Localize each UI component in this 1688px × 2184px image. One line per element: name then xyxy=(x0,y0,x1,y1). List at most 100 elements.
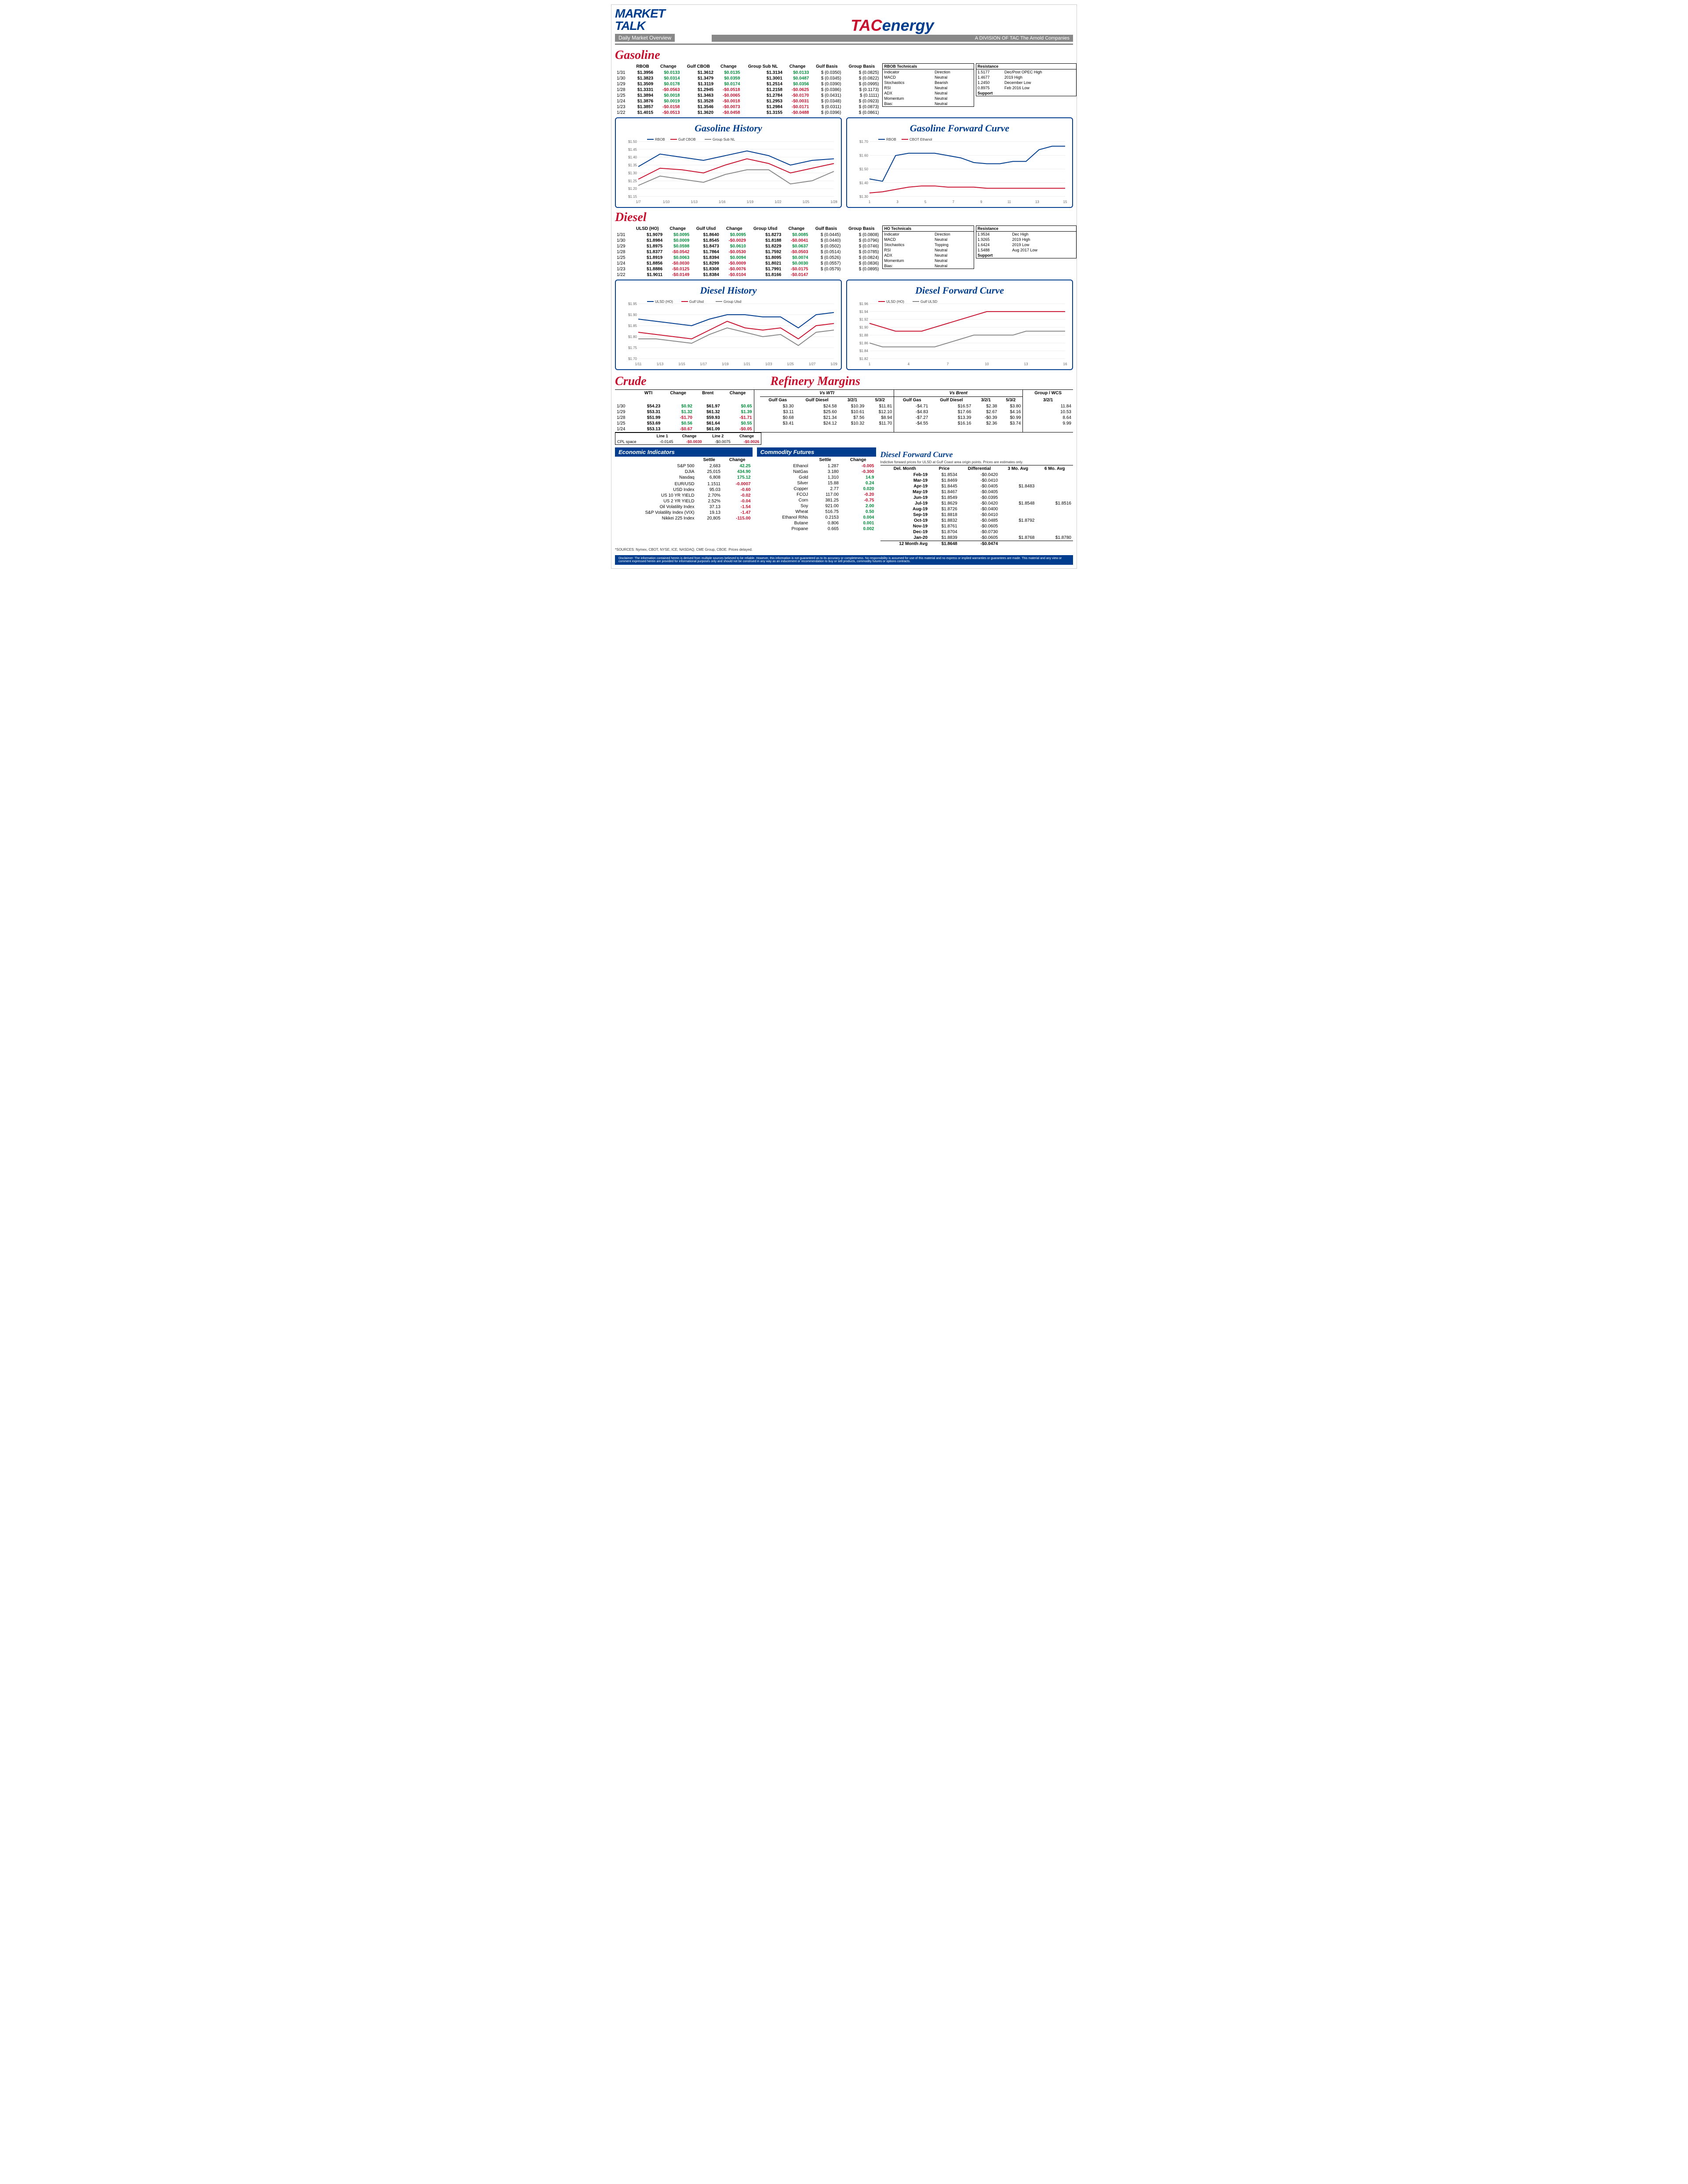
svg-text:$1.30: $1.30 xyxy=(628,171,637,175)
svg-text:$1.80: $1.80 xyxy=(628,335,637,339)
svg-text:$1.86: $1.86 xyxy=(859,341,869,345)
dfc-title: Diesel Forward Curve xyxy=(880,450,1073,459)
svg-text:$1.82: $1.82 xyxy=(859,357,869,361)
svg-text:1: 1 xyxy=(869,200,871,204)
svg-text:7: 7 xyxy=(952,200,954,204)
svg-text:Gulf Ulsd: Gulf Ulsd xyxy=(689,300,704,304)
gasoline-title: Gasoline xyxy=(615,48,1073,62)
crude-title: Crude xyxy=(615,374,761,389)
svg-text:1/17: 1/17 xyxy=(700,362,707,366)
gasoline-technicals: RBOB TechnicalsIndicatorDirectionMACDNeu… xyxy=(882,63,974,107)
svg-text:1/25: 1/25 xyxy=(803,200,810,204)
tac-text: TAC xyxy=(851,16,882,34)
econ-table: SettleChangeS&P 5002,68342.25DJIA25,0154… xyxy=(615,457,753,521)
diesel-forward-chart: Diesel Forward Curve $1.82 $1.84 $1.86 $1.8… xyxy=(846,280,1073,370)
svg-text:1/22: 1/22 xyxy=(775,200,782,204)
svg-text:$1.30: $1.30 xyxy=(859,195,869,199)
svg-text:1/21: 1/21 xyxy=(743,362,750,366)
svg-text:$1.70: $1.70 xyxy=(859,140,869,144)
svg-text:16: 16 xyxy=(1063,362,1067,366)
svg-text:1/13: 1/13 xyxy=(691,200,698,204)
svg-text:Gulf CBOB: Gulf CBOB xyxy=(678,138,696,142)
svg-text:$1.40: $1.40 xyxy=(859,181,869,185)
gasoline-history-title: Gasoline History xyxy=(618,123,839,134)
svg-text:$1.20: $1.20 xyxy=(628,187,637,191)
svg-text:$1.40: $1.40 xyxy=(628,156,637,160)
svg-text:$1.45: $1.45 xyxy=(628,148,637,152)
energy-text: energy xyxy=(882,16,934,34)
svg-text:$1.35: $1.35 xyxy=(628,163,637,167)
svg-text:Group Sub NL: Group Sub NL xyxy=(713,138,735,142)
svg-text:$1.90: $1.90 xyxy=(859,325,869,329)
svg-text:13: 13 xyxy=(1035,200,1039,204)
svg-text:$1.88: $1.88 xyxy=(859,333,869,337)
svg-text:$1.92: $1.92 xyxy=(859,318,869,322)
refinery-title: Refinery Margins xyxy=(770,374,1073,389)
svg-text:1/10: 1/10 xyxy=(663,200,670,204)
diesel-history-chart: Diesel History $1.70$1.75$1.80$1.85$1.90… xyxy=(615,280,842,370)
svg-text:RBOB: RBOB xyxy=(886,138,896,142)
logo-talk: TALK xyxy=(615,19,712,33)
svg-text:$1.25: $1.25 xyxy=(628,179,637,183)
diesel-forward-title: Diesel Forward Curve xyxy=(849,285,1070,296)
svg-text:9: 9 xyxy=(980,200,982,204)
svg-text:1: 1 xyxy=(869,362,871,366)
commodity-table: SettleChangeEthanol1.287-0.005NatGas3.18… xyxy=(757,457,876,532)
gasoline-forward-title: Gasoline Forward Curve xyxy=(849,123,1070,134)
svg-text:CBOT Ethanol: CBOT Ethanol xyxy=(909,138,932,142)
svg-text:$1.15: $1.15 xyxy=(628,195,637,199)
gasoline-history-chart: Gasoline History $1.15 $1.20 $1.25 $1.30 $1.… xyxy=(615,117,842,208)
svg-text:1/7: 1/7 xyxy=(636,200,641,204)
header: MARKET TALK Daily Market Overview TACene… xyxy=(615,8,1073,45)
tac-logo-block: TACenergy A DIVISION OF TAC The Arnold C… xyxy=(712,16,1073,42)
svg-text:1/16: 1/16 xyxy=(719,200,726,204)
svg-text:1/23: 1/23 xyxy=(765,362,772,366)
svg-text:1/27: 1/27 xyxy=(809,362,816,366)
diesel-resistance: Resistance1.9534Dec High1.92652019 High1… xyxy=(976,225,1077,258)
svg-text:1/19: 1/19 xyxy=(722,362,729,366)
diesel-title: Diesel xyxy=(615,211,1073,225)
svg-text:1/11: 1/11 xyxy=(635,362,642,366)
gasoline-forward-chart: Gasoline Forward Curve $1.30 $1.40 $1.50 $1… xyxy=(846,117,1073,208)
market-talk-logo: MARKET TALK Daily Market Overview xyxy=(615,8,712,42)
svg-text:1/25: 1/25 xyxy=(787,362,794,366)
svg-text:$1.75: $1.75 xyxy=(628,346,637,350)
svg-text:Group Ulsd: Group Ulsd xyxy=(724,300,741,304)
svg-text:13: 13 xyxy=(1024,362,1028,366)
diesel-table: ULSD (HO)ChangeGulf UlsdChangeGroup Ulsd… xyxy=(615,225,880,278)
svg-text:7: 7 xyxy=(947,362,949,366)
diesel-technicals: HO TechnicalsIndicatorDirectionMACDNeutr… xyxy=(882,225,974,269)
svg-text:$1.50: $1.50 xyxy=(859,167,869,171)
gasoline-table: RBOBChangeGulf CBOBChangeGroup Sub NLCha… xyxy=(615,63,880,116)
logo-subtitle: Daily Market Overview xyxy=(615,34,675,42)
svg-text:10: 10 xyxy=(985,362,989,366)
svg-text:RBOB: RBOB xyxy=(655,138,665,142)
dfc-note: Indictive forward prices for ULSD at Gul… xyxy=(880,460,1073,464)
svg-text:3: 3 xyxy=(896,200,899,204)
svg-text:$1.94: $1.94 xyxy=(859,310,869,314)
svg-text:$1.96: $1.96 xyxy=(859,302,869,306)
sources-note: *SOURCES: Nymex, CBOT, NYSE, ICE, NASDAQ… xyxy=(615,548,1073,552)
logo-market: MARKET xyxy=(615,8,712,19)
svg-text:$1.60: $1.60 xyxy=(859,153,869,157)
division-text: A DIVISION OF TAC The Arnold Companies xyxy=(712,35,1073,42)
svg-text:$1.84: $1.84 xyxy=(859,349,869,353)
svg-text:1/19: 1/19 xyxy=(746,200,753,204)
svg-text:5: 5 xyxy=(924,200,927,204)
svg-text:4: 4 xyxy=(908,362,910,366)
svg-text:1/13: 1/13 xyxy=(657,362,664,366)
svg-text:$1.90: $1.90 xyxy=(628,313,637,317)
gasoline-resistance: Resistance1.5177Dec/Post OPEC High1.4677… xyxy=(976,63,1077,96)
svg-text:$1.70: $1.70 xyxy=(628,357,637,361)
svg-text:15: 15 xyxy=(1063,200,1067,204)
dfc-table: Del. MonthPriceDifferential3 Mo. Avg6 Mo… xyxy=(880,465,1073,547)
econ-header: Economic Indicators xyxy=(615,447,753,457)
diesel-history-title: Diesel History xyxy=(618,285,839,296)
svg-text:1/15: 1/15 xyxy=(678,362,685,366)
svg-text:11: 11 xyxy=(1008,200,1011,204)
svg-text:$1.95: $1.95 xyxy=(628,302,637,306)
svg-text:Gulf ULSD: Gulf ULSD xyxy=(920,300,937,304)
svg-text:ULSD (HO): ULSD (HO) xyxy=(655,300,673,304)
disclaimer: Disclaimer: The information contained he… xyxy=(615,555,1073,565)
commod-header: Commodity Futures xyxy=(757,447,876,457)
